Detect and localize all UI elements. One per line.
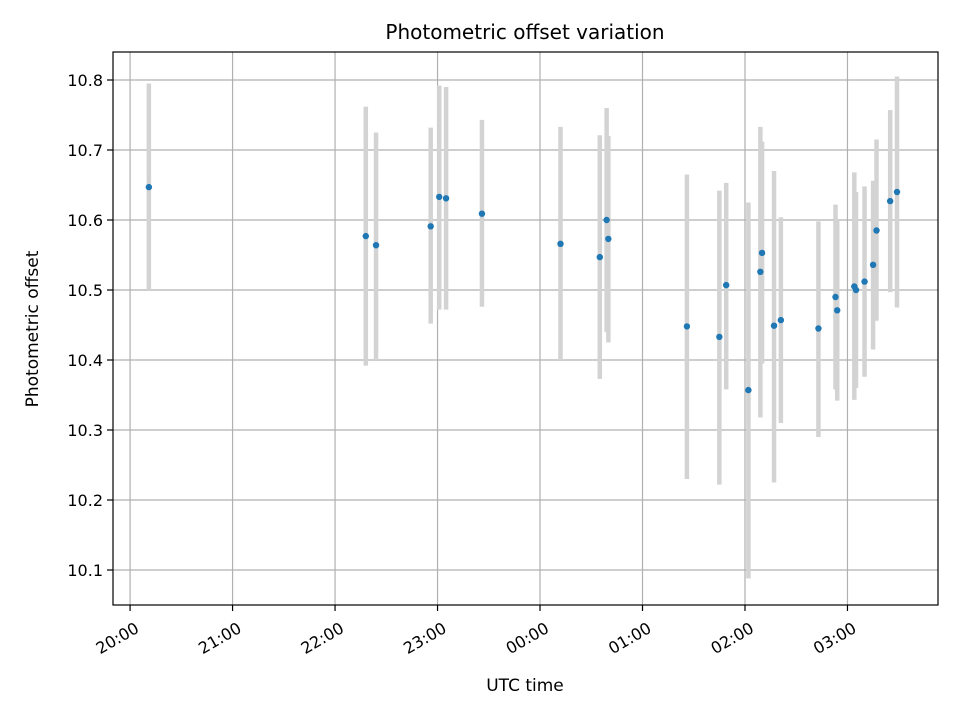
- chart-title: Photometric offset variation: [385, 20, 664, 44]
- data-point: [893, 188, 901, 196]
- data-point: [886, 197, 894, 205]
- data-point: [716, 333, 723, 341]
- y-tick-label: 10.8: [67, 71, 103, 90]
- data-point: [777, 316, 785, 324]
- data-point: [832, 293, 839, 301]
- data-point: [758, 249, 766, 257]
- y-tick-label: 10.3: [67, 421, 103, 440]
- y-tick-label: 10.1: [67, 561, 103, 580]
- y-axis-title: Photometric offset: [23, 250, 43, 407]
- y-axis-ticks: 10.1 10.2 10.3 10.4 10.5 10.6 10.7 10.8: [67, 71, 113, 580]
- x-axis-title: UTC time: [486, 676, 564, 696]
- plot-frame: [112, 51, 939, 606]
- data-point: [436, 193, 443, 201]
- data-point: [557, 240, 564, 247]
- data-point: [722, 281, 730, 289]
- data-point: [834, 307, 841, 314]
- data-point: [861, 278, 868, 285]
- data-point: [815, 325, 822, 332]
- y-tick-label: 10.4: [67, 351, 103, 370]
- y-tick-label: 10.2: [67, 491, 103, 510]
- data-point: [478, 210, 486, 217]
- data-point: [442, 195, 450, 202]
- data-points: [145, 183, 901, 394]
- y-tick-label: 10.5: [67, 281, 103, 300]
- data-point: [869, 261, 877, 268]
- data-point: [873, 227, 880, 234]
- data-point: [770, 322, 778, 329]
- y-tick-label: 10.6: [67, 211, 103, 230]
- data-point: [605, 235, 612, 243]
- y-tick-label: 10.7: [67, 141, 103, 160]
- data-point: [145, 183, 153, 191]
- data-point: [683, 323, 691, 330]
- data-point: [362, 232, 369, 240]
- grid: [113, 52, 938, 605]
- data-point: [757, 268, 764, 275]
- data-point: [427, 223, 434, 230]
- data-point: [596, 253, 604, 261]
- data-point: [852, 286, 860, 294]
- data-point: [372, 242, 380, 249]
- data-point: [745, 386, 752, 394]
- data-point: [603, 216, 610, 224]
